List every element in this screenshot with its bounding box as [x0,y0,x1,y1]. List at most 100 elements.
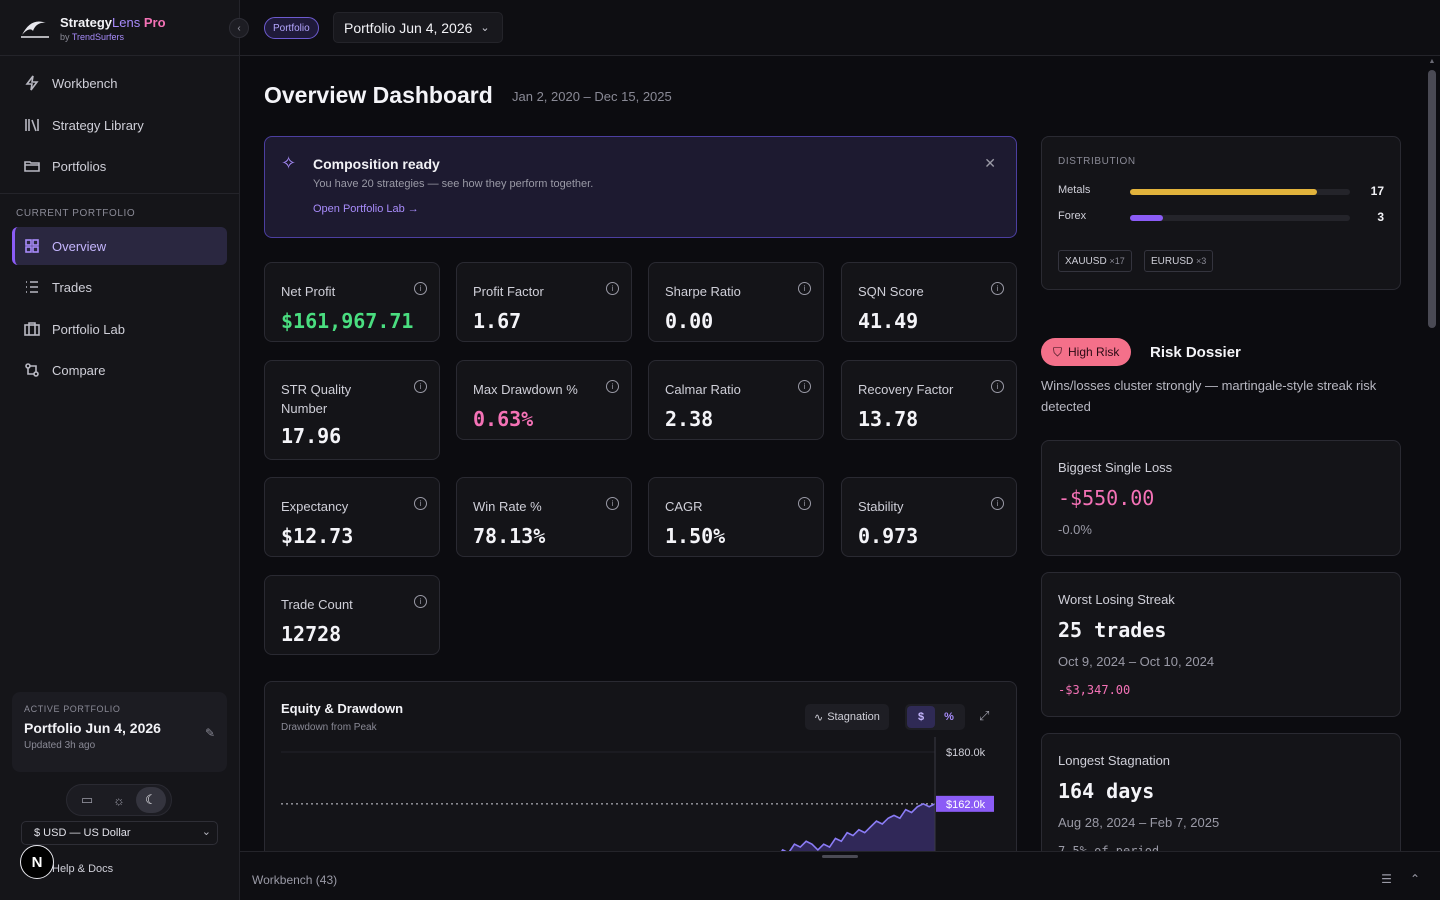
open-portfolio-lab-link[interactable]: Open Portfolio Lab → [313,203,419,215]
info-icon[interactable]: i [606,497,619,510]
distribution-label: DISTRIBUTION [1058,156,1136,167]
equity-title: Equity & Drawdown [281,701,404,716]
shield-icon: ⛉ [1053,344,1063,359]
bolt-icon [25,75,39,91]
active-portfolio-card: ACTIVE PORTFOLIO Portfolio Jun 4, 2026 U… [12,692,227,772]
metric-label: Stability [858,499,904,514]
distribution-bar-track [1130,215,1350,221]
avatar[interactable]: N [20,845,54,879]
toggle-dollar[interactable]: $ [907,706,935,728]
losing-streak-card: Worst Losing Streak 25 trades Oct 9, 202… [1041,572,1401,717]
currency-select[interactable]: $ USD — US Dollar ⌄ [21,821,218,845]
active-portfolio-name: Portfolio Jun 4, 2026 [24,720,161,736]
toggle-percent[interactable]: % [944,711,954,723]
y-tick-label: $180.0k [946,747,986,759]
wave-logo-icon [21,21,49,38]
grid-icon [25,239,39,253]
risk-card-amount: -$3,347.00 [1058,683,1131,697]
help-docs-link[interactable]: Help & Docs [52,863,114,875]
symbol-tag[interactable]: EURUSD ×3 [1144,250,1214,272]
metric-label: Trade Count [281,597,353,612]
info-icon[interactable]: i [991,380,1004,393]
risk-dossier-title: Risk Dossier [1150,344,1241,361]
collapse-sidebar-button[interactable]: ‹ [229,18,249,38]
nav-portfolios[interactable]: Portfolios [12,147,227,185]
risk-card-sub: Aug 28, 2024 – Feb 7, 2025 [1058,815,1220,830]
portfolio-select-value: Portfolio Jun 4, 2026 [344,19,473,36]
risk-card-sub: -0.0% [1058,522,1092,537]
brand-name: StrategyLens Pro [60,14,166,30]
metric-label: CAGR [665,499,703,514]
distribution-name: Forex [1058,210,1087,222]
edit-pencil-icon[interactable]: ✎ [204,726,215,740]
distribution-row-metals: Metals 17 [1058,184,1384,200]
risk-card-value: 25 trades [1058,618,1167,642]
distribution-bar-track [1130,189,1350,195]
lab-icon [24,322,40,336]
expand-icon[interactable]: ⤢ [979,708,990,723]
metric-card: Expectancy i $12.73 [264,477,440,557]
monitor-icon[interactable]: ▭ [80,792,94,807]
nav-label: Trades [52,279,92,295]
workbench-count[interactable]: Workbench (43) [252,873,338,887]
info-icon[interactable]: i [606,282,619,295]
current-value-badge [936,795,994,812]
info-icon[interactable]: i [798,380,811,393]
metric-card: Profit Factor i 1.67 [456,262,632,342]
info-icon[interactable]: i [798,497,811,510]
nav-workbench[interactable]: Workbench [12,64,227,102]
metric-card: Trade Count i 12728 [264,575,440,655]
info-icon[interactable]: i [606,380,619,393]
divider [0,55,240,56]
list-icon[interactable]: ☰ [1381,872,1392,886]
symbol-tag[interactable]: XAUUSD ×17 [1058,250,1132,272]
risk-description: Wins/losses cluster strongly — martingal… [1041,378,1377,414]
metric-card: Win Rate % i 78.13% [456,477,632,557]
metric-label: Net Profit [281,284,336,299]
bottom-bar: Workbench (43) ☰ ⌃ [240,851,1440,900]
risk-card-label: Longest Stagnation [1058,753,1171,768]
close-icon[interactable]: ✕ [984,155,996,171]
compare-icon [25,363,39,377]
scrollbar-thumb[interactable] [1428,70,1436,328]
info-icon[interactable]: i [414,497,427,510]
stagnation-button[interactable]: ∿ Stagnation [805,704,889,730]
info-icon[interactable]: i [798,282,811,295]
metric-value: 41.49 [858,309,919,333]
moon-icon[interactable]: ☾ [136,787,166,813]
pulse-icon: ∿ [814,711,824,724]
brand-logo[interactable]: StrategyLens Pro by TrendSurfers [20,12,166,44]
metric-value: 0.63% [473,407,534,431]
sun-icon[interactable]: ☼ [113,792,125,808]
risk-card-label: Worst Losing Streak [1058,592,1175,607]
nav-compare[interactable]: Compare [12,351,227,389]
info-icon[interactable]: i [414,595,427,608]
unit-toggle: $ % [905,704,965,730]
distribution-bar-fill [1130,215,1163,221]
portfolio-select[interactable]: Portfolio Jun 4, 2026 ⌄ [333,12,503,43]
scroll-up-icon[interactable]: ▲ [1428,58,1436,65]
nav-overview[interactable]: Overview [12,227,227,265]
nav-trades[interactable]: Trades [12,268,227,306]
currency-value: $ USD — US Dollar [34,827,131,839]
portfolio-pill[interactable]: Portfolio [264,17,319,39]
metric-value: $161,967.71 [281,309,414,333]
drag-handle[interactable] [822,855,858,858]
info-icon[interactable]: i [991,497,1004,510]
info-icon[interactable]: i [414,380,427,393]
nav-portfolio-lab[interactable]: Portfolio Lab [12,310,227,348]
section-label-current-portfolio: CURRENT PORTFOLIO [16,208,136,219]
info-icon[interactable]: i [991,282,1004,295]
metric-card: Net Profit i $161,967.71 [264,262,440,342]
nav-strategy-library[interactable]: Strategy Library [12,106,227,144]
risk-badge-label: High Risk [1068,345,1120,359]
chevron-up-icon[interactable]: ⌃ [1409,872,1420,886]
theme-toggle: ▭ ☼ ☾ [66,784,172,816]
equity-drawdown-card: Equity & Drawdown Drawdown from Peak ∿ S… [264,681,1017,882]
chevron-down-icon: ⌄ [480,22,490,34]
sidebar: StrategyLens Pro by TrendSurfers Workben… [0,0,240,900]
folder-icon [24,161,40,172]
composition-banner: ✧ Composition ready You have 20 strategi… [264,136,1017,238]
metric-card: Stability i 0.973 [841,477,1017,557]
info-icon[interactable]: i [414,282,427,295]
